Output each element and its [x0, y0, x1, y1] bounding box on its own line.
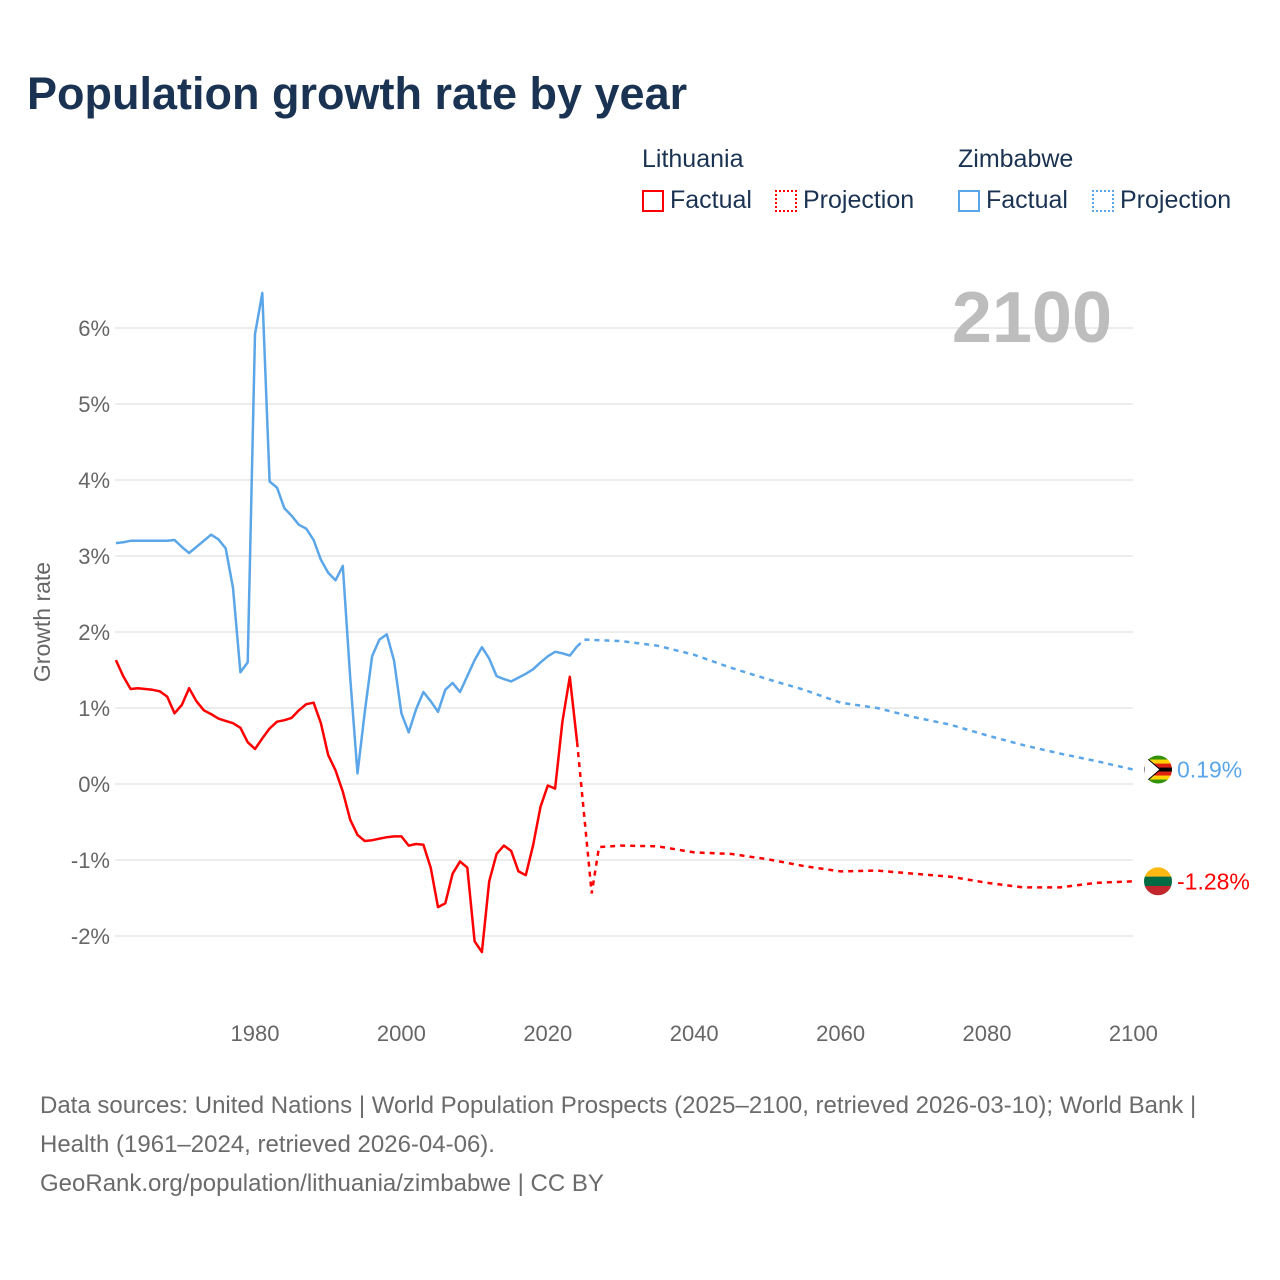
x-tick-label: 1980	[231, 1021, 280, 1046]
data-sources: Data sources: United Nations | World Pop…	[40, 1092, 1197, 1158]
y-tick-label: 6%	[78, 316, 110, 341]
legend-label: Factual	[986, 186, 1068, 214]
y-tick-label: 2%	[78, 620, 110, 645]
y-tick-label: 1%	[78, 696, 110, 721]
x-tick-label: 2080	[963, 1021, 1012, 1046]
x-tick-label: 2040	[670, 1021, 719, 1046]
chart-title: Population growth rate by year	[27, 68, 688, 119]
y-axis-label: Growth rate	[29, 562, 55, 682]
zimbabwe-factual-line	[115, 291, 579, 775]
source-link[interactable]: GeoRank.org/population/lithuania/zimbabw…	[40, 1170, 604, 1197]
legend-group-lithuania: Lithuania	[642, 145, 744, 173]
lithuania-factual-line	[114, 659, 579, 954]
legend-label: Projection	[803, 186, 915, 214]
y-tick-label: -1%	[71, 848, 110, 873]
lithuania-flag-icon	[1144, 867, 1172, 896]
legend-lithuania-projection[interactable]: Projection	[775, 186, 914, 215]
zimbabwe-projection-line	[576, 638, 1134, 771]
y-tick-label: 5%	[78, 392, 110, 417]
zimbabwe-flag-icon	[1144, 755, 1172, 784]
solid-swatch-icon	[958, 189, 980, 212]
dotted-swatch-icon	[1092, 189, 1114, 212]
lithuania-end-label: -1.28%	[1177, 868, 1250, 894]
year-watermark: 2100	[952, 278, 1112, 358]
legend-label: Projection	[1120, 186, 1232, 214]
legend-zimbabwe-factual[interactable]: Factual	[958, 186, 1068, 215]
legend-group-zimbabwe: Zimbabwe	[958, 145, 1074, 173]
x-tick-label: 2020	[523, 1021, 572, 1046]
y-tick-label: 4%	[78, 468, 110, 493]
legend-label: Factual	[670, 186, 752, 214]
zimbabwe-end-label: 0.19%	[1177, 757, 1242, 783]
x-tick-label: 2000	[377, 1021, 426, 1046]
legend-zimbabwe-projection[interactable]: Projection	[1092, 186, 1231, 215]
legend-lithuania-factual[interactable]: Factual	[642, 186, 752, 215]
footer: Data sources: United Nations | World Pop…	[40, 1086, 1240, 1203]
x-tick-label: 2100	[1109, 1021, 1158, 1046]
solid-swatch-icon	[642, 189, 664, 212]
y-tick-label: -2%	[71, 924, 110, 949]
y-tick-label: 3%	[78, 544, 110, 569]
dotted-swatch-icon	[775, 189, 797, 212]
lithuania-projection-line	[575, 742, 1134, 894]
y-tick-label: 0%	[78, 772, 110, 797]
x-tick-label: 2060	[816, 1021, 865, 1046]
